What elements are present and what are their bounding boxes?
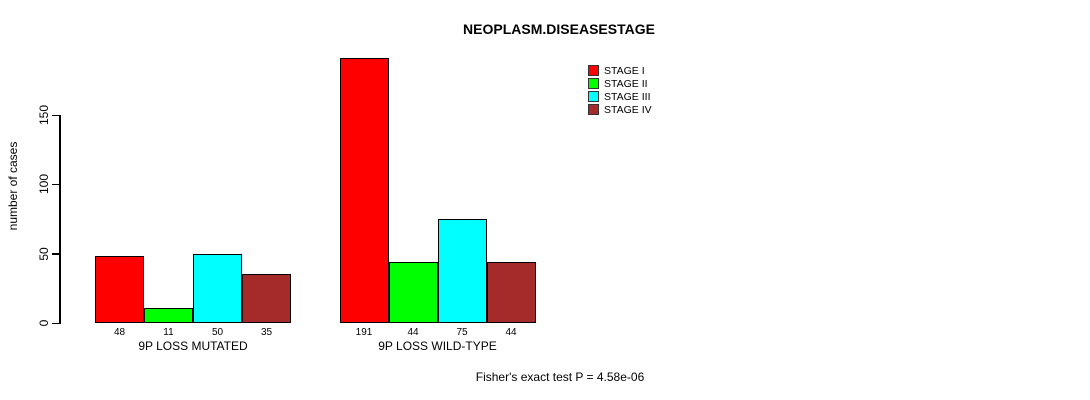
y-axis-tick-label: 150 [37, 104, 51, 126]
bar-stage-iii-9p-loss-mutated [193, 253, 242, 323]
chart-title: NEOPLASM.DISEASESTAGE [463, 21, 655, 37]
bar-value-label: 75 [456, 327, 468, 338]
bar-value-label: 44 [407, 327, 419, 338]
bar-value-label: 191 [355, 327, 373, 338]
y-axis-tick-label: 50 [37, 246, 51, 261]
legend-item-stage-iv: STAGE IV [588, 103, 652, 116]
bar-stage-iv-9p-loss-mutated [242, 274, 291, 323]
y-axis-line [59, 115, 61, 324]
legend-swatch-icon [588, 78, 599, 89]
legend-swatch-icon [588, 104, 599, 115]
y-axis-tick-label: 100 [37, 174, 51, 195]
legend-label: STAGE II [604, 77, 648, 90]
bar-stage-i-9p-loss-wild-type [339, 58, 389, 323]
bar-stage-iv-9p-loss-wild-type [486, 261, 536, 323]
legend-label: STAGE I [604, 64, 645, 77]
x-category-label: 9P LOSS MUTATED [138, 339, 248, 353]
legend-item-stage-iii: STAGE III [588, 90, 652, 103]
legend-item-stage-ii: STAGE II [588, 77, 652, 90]
legend-swatch-icon [588, 65, 599, 76]
bar-value-label: 35 [260, 327, 273, 338]
legend-item-stage-i: STAGE I [588, 64, 652, 77]
bar-stage-ii-9p-loss-wild-type [388, 261, 438, 323]
bar-value-label: 48 [113, 327, 126, 338]
bar-value-label: 44 [505, 327, 517, 338]
bar-stage-iii-9p-loss-wild-type [437, 219, 487, 323]
bar-value-label: 11 [163, 327, 174, 338]
x-category-label: 9P LOSS WILD-TYPE [378, 339, 497, 353]
bar-stage-ii-9p-loss-mutated [144, 307, 193, 323]
y-axis-tick-label: 0 [37, 319, 51, 327]
stats-caption: Fisher's exact test P = 4.58e-06 [475, 370, 645, 384]
bar-stage-i-9p-loss-mutated [95, 256, 144, 323]
legend-swatch-icon [588, 91, 599, 102]
legend: STAGE I STAGE II STAGE III STAGE IV [588, 64, 652, 116]
bar-value-label: 50 [211, 327, 224, 338]
y-axis-tick [52, 322, 60, 324]
y-axis-tick [52, 253, 60, 255]
y-axis-tick [52, 183, 60, 186]
y-axis-tick [52, 114, 60, 116]
legend-label: STAGE III [604, 90, 651, 103]
legend-label: STAGE IV [604, 103, 652, 116]
